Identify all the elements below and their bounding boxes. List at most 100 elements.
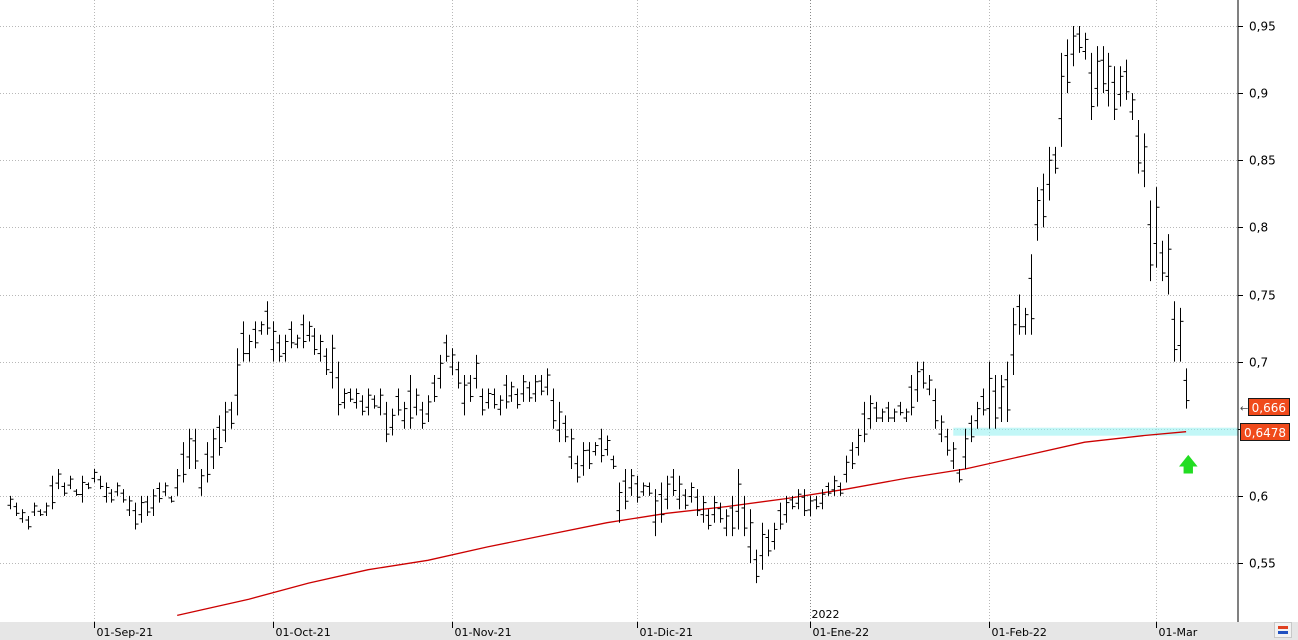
ohlc-bar xyxy=(467,375,474,402)
ohlc-bar xyxy=(144,495,151,517)
ohlc-bar xyxy=(789,495,796,510)
ohlc-bar xyxy=(819,489,826,510)
ohlc-bar xyxy=(634,475,641,503)
ohlc-bar xyxy=(31,502,38,517)
ohlc-bar xyxy=(891,408,898,423)
ohlc-bar xyxy=(903,408,910,423)
ohlc-bar xyxy=(479,388,486,416)
ohlc-bar xyxy=(759,522,766,570)
ohlc-bar xyxy=(311,328,318,355)
ohlc-bar xyxy=(491,388,498,409)
ohlc-bar xyxy=(1159,240,1166,282)
ohlc-bar xyxy=(992,375,999,429)
moving-average-path xyxy=(177,431,1187,617)
ohlc-bar xyxy=(401,401,408,429)
y-tick-label: 0,95 xyxy=(1249,20,1276,34)
up-arrow-icon: 🡅 xyxy=(1178,452,1199,477)
ohlc-bar xyxy=(25,516,32,530)
ohlc-bar xyxy=(7,495,14,510)
x-tick-label: 01-Nov-21 xyxy=(455,626,512,639)
ohlc-bar xyxy=(688,482,695,503)
ohlc-bar xyxy=(19,509,26,523)
ohlc-bar xyxy=(353,388,360,409)
ohlc-bar xyxy=(132,502,139,530)
ohlc-bar xyxy=(1123,59,1130,100)
x-axis: 01-Sep-21 01-Oct-21 01-Nov-21 01-Dic-21 01-E… xyxy=(0,622,1298,640)
ohlc-bar xyxy=(897,401,904,416)
ohlc-bar xyxy=(13,502,20,517)
ohlc-bar xyxy=(246,334,253,362)
ohlc-bar xyxy=(1088,52,1095,120)
ohlc-bar xyxy=(419,401,426,429)
ohlc-bar xyxy=(604,435,611,456)
ohlc-bar xyxy=(222,401,229,443)
ohlc-bar xyxy=(867,395,874,429)
ohlc-bar xyxy=(449,348,456,376)
ohlc-bar xyxy=(843,455,850,483)
ohlc-bar xyxy=(43,502,50,517)
ohlc-bar xyxy=(1040,173,1047,228)
ohlc-bar xyxy=(174,469,181,496)
ohlc-bar xyxy=(37,509,44,517)
ohlc-bar xyxy=(1076,26,1083,53)
ohlc-bar xyxy=(371,395,378,409)
ohlc-bar xyxy=(228,401,235,429)
ohlc-bar xyxy=(377,388,384,416)
ohlc-bar xyxy=(885,401,892,423)
moving-average-line xyxy=(177,431,1187,617)
x-tick-label: 01-Mar xyxy=(1159,626,1198,639)
ohlc-bar xyxy=(598,428,605,463)
ohlc-bar xyxy=(234,348,241,416)
ohlc-bar xyxy=(270,321,277,362)
year-marker: 2022 xyxy=(812,608,840,621)
ohlc-bar xyxy=(980,388,987,416)
ohlc-bar xyxy=(861,401,868,443)
ohlc-bar xyxy=(974,401,981,429)
ohlc-bar xyxy=(389,408,396,436)
ohlc-bar xyxy=(568,428,575,470)
ohlc-bar xyxy=(574,455,581,483)
ohlc-bar xyxy=(807,495,814,517)
ohlc-bar xyxy=(592,442,599,456)
ohlc-bar xyxy=(652,489,659,537)
ohlc-bar xyxy=(1064,39,1071,94)
ohlc-bar xyxy=(723,509,730,537)
ohlc-bar xyxy=(646,482,653,496)
ohlc-bar xyxy=(162,482,169,496)
ohlc-bar xyxy=(1171,301,1178,362)
ohlc-bar xyxy=(258,321,265,335)
ohlc-bar xyxy=(1094,46,1101,107)
ohlc-bar xyxy=(300,314,307,349)
ohlc-bar xyxy=(55,469,62,490)
ohlc-bar xyxy=(276,334,283,362)
ohlc-bar xyxy=(1082,32,1089,60)
ohlc-bar xyxy=(383,401,390,443)
ohlc-bar xyxy=(670,469,677,496)
ohlc-bar xyxy=(1153,187,1160,268)
ohlc-bar xyxy=(473,354,480,389)
ohlc-bar xyxy=(138,495,145,523)
ohlc-bar xyxy=(150,489,157,517)
ohlc-bar xyxy=(431,375,438,402)
y-tick-label: 0,8 xyxy=(1249,221,1268,235)
ohlc-bar xyxy=(753,549,760,584)
ohlc-bar xyxy=(544,368,551,396)
ohlc-bar xyxy=(497,395,504,416)
ohlc-bar xyxy=(1141,133,1148,188)
price-marker: ← xyxy=(1240,403,1248,414)
ohlc-bar xyxy=(1117,66,1124,107)
ohlc-bar xyxy=(108,489,115,503)
ohlc-bar xyxy=(443,334,450,362)
x-tick-label: 01-Ene-22 xyxy=(813,626,870,639)
ohlc-bar xyxy=(204,442,211,483)
ohlc-bar xyxy=(1177,307,1184,362)
ohlc-bar xyxy=(717,502,724,523)
ohlc-bar xyxy=(97,475,104,490)
ohlc-bar xyxy=(765,529,772,557)
ohlc-bar xyxy=(640,482,647,496)
chart-settings-icon[interactable] xyxy=(1274,622,1292,638)
y-tick-label: 0,9 xyxy=(1249,87,1268,101)
ohlc-bar xyxy=(526,381,533,402)
ohlc-bar xyxy=(879,408,886,423)
